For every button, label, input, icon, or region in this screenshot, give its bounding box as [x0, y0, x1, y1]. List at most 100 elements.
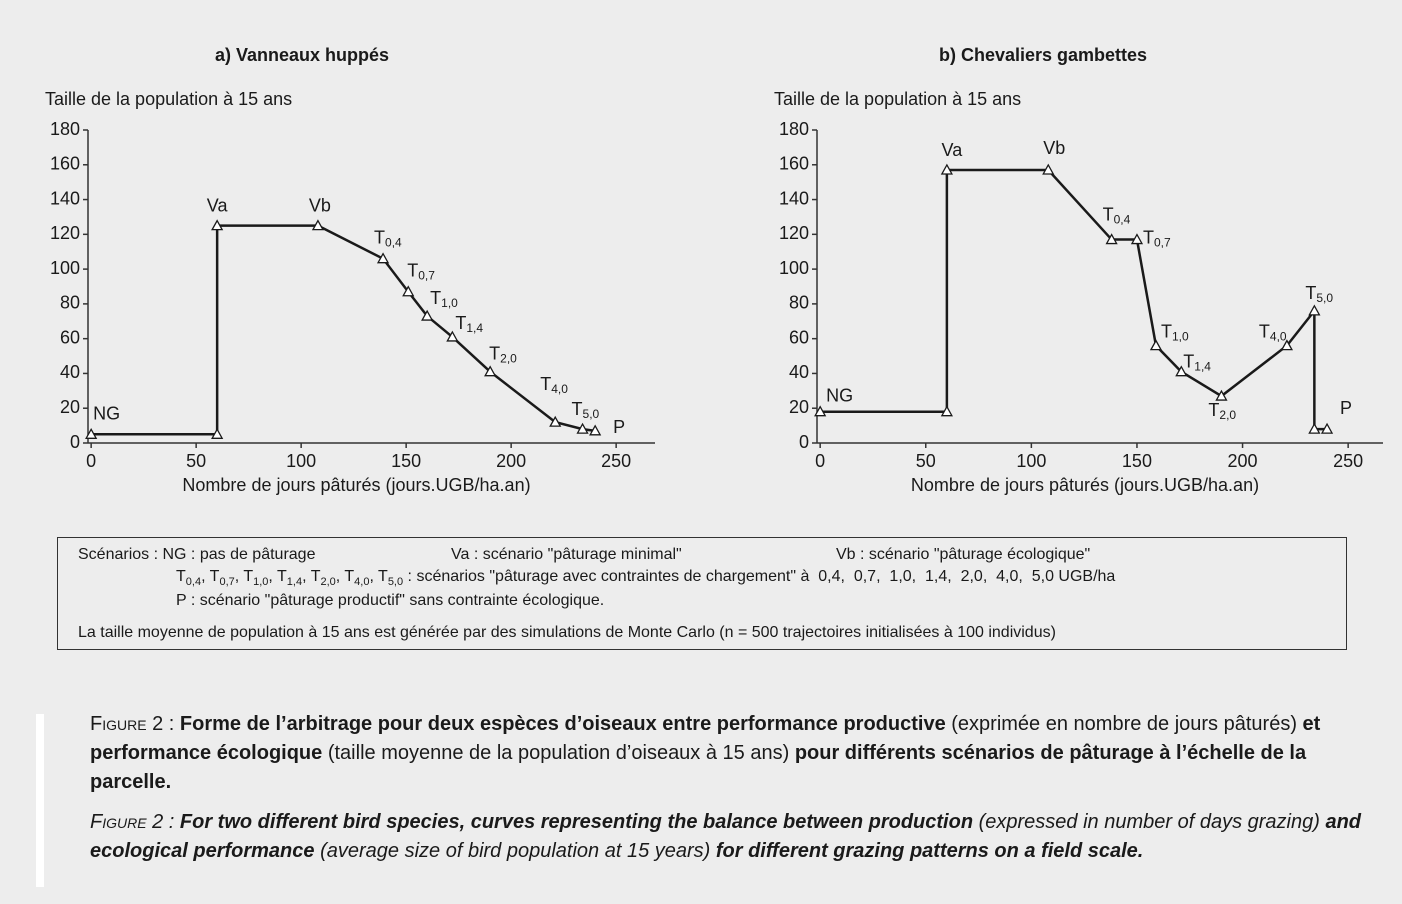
point-marker — [402, 285, 415, 297]
point-label-main: T — [374, 227, 385, 247]
x-axis-label: Nombre de jours pâturés (jours.UGB/ha.an… — [182, 475, 530, 495]
y-tick-label: 120 — [50, 223, 80, 243]
legend-run: , T — [369, 568, 388, 585]
caption-run: (taille moyenne de la population d’oisea… — [322, 742, 795, 764]
point-label-sub: 0,7 — [1154, 236, 1171, 250]
point-label: NG — [826, 385, 853, 405]
point-label-sub: 1,4 — [466, 321, 483, 335]
legend-sub: 1,4 — [286, 576, 303, 589]
point-marker — [940, 405, 953, 417]
y-tick-label: 20 — [60, 397, 80, 417]
caption-en: Figure 2 : For two different bird specie… — [90, 808, 1390, 866]
point-label: T4,0 — [1259, 321, 1287, 343]
point-marker — [1215, 389, 1228, 401]
caption-run: for different grazing patterns on a fiel… — [715, 840, 1144, 862]
point-marker — [376, 252, 390, 264]
legend-sub: 5,0 — [387, 576, 404, 589]
point-label-sub: 1,0 — [1172, 330, 1189, 344]
legend-run: , T — [268, 568, 287, 585]
caption-run: For two different bird species, curves r… — [179, 811, 974, 833]
y-tick-label: 100 — [50, 258, 80, 278]
point-marker — [211, 427, 224, 439]
x-tick-label: 150 — [391, 451, 421, 471]
point-label-sub: 5,0 — [583, 407, 600, 421]
y-tick-label: 20 — [789, 397, 809, 417]
point-label-main: T — [455, 313, 466, 333]
caption-run: Forme de l’arbitrage pour deux espèces d… — [179, 713, 946, 735]
point-label-sub: 0,4 — [1114, 213, 1131, 227]
point-label: T1,0 — [1161, 321, 1189, 343]
point-label-sub: 5,0 — [1316, 291, 1333, 305]
point-marker — [311, 219, 325, 231]
point-label-main: T — [1103, 204, 1114, 224]
point-label-main: T — [430, 288, 441, 308]
legend-text: Va : scénario "pâturage minimal" — [451, 546, 682, 563]
point-label-main: Va — [942, 140, 964, 160]
point-label-main: T — [1161, 321, 1172, 341]
y-tick-label: 140 — [779, 188, 809, 208]
y-tick-label: 120 — [779, 223, 809, 243]
point-label-main: T — [1259, 321, 1270, 341]
point-marker — [1280, 339, 1294, 351]
y-tick-label: 40 — [60, 362, 80, 382]
point-marker — [1320, 422, 1334, 434]
y-tick-label: 140 — [50, 188, 80, 208]
caption-run: et performance écologique — [90, 713, 1321, 764]
legend-run: , T — [335, 568, 355, 585]
point-label: P — [1340, 398, 1352, 418]
y-tick-label: 180 — [779, 119, 809, 139]
point-label: T2,0 — [489, 343, 517, 365]
x-axis-label: Nombre de jours pâturés (jours.UGB/ha.an… — [911, 475, 1259, 495]
point-label-sub: 4,0 — [1270, 330, 1287, 344]
legend-run: , T — [201, 568, 220, 585]
x-tick-label: 200 — [496, 451, 526, 471]
y-tick-label: 60 — [789, 327, 809, 347]
point-marker — [576, 422, 589, 434]
point-label-main: T — [1305, 283, 1316, 303]
x-tick-label: 250 — [601, 451, 631, 471]
point-label: T2,0 — [1208, 400, 1236, 422]
point-label-main: T — [572, 399, 583, 419]
legend-box: Scénarios : NG : pas de pâturage Va : sc… — [57, 537, 1347, 650]
point-marker — [211, 219, 224, 231]
point-label-sub: 1,0 — [441, 296, 458, 310]
point-marker — [484, 365, 497, 377]
point-label: T1,0 — [430, 288, 458, 310]
point-label: T0,7 — [1143, 227, 1171, 249]
point-label-sub: 2,0 — [500, 352, 517, 366]
point-label-main: P — [613, 417, 625, 437]
y-tick-label: 180 — [50, 119, 80, 139]
legend-run: T — [176, 568, 186, 585]
legend-text: Scénarios : NG : pas de pâturage — [78, 546, 316, 563]
caption-run: (average size of bird population at 15 y… — [314, 840, 716, 862]
point-label-main: Vb — [309, 195, 331, 215]
point-label-sub: 4,0 — [551, 382, 568, 396]
point-label: T0,4 — [1103, 204, 1131, 226]
legend-run: , T — [302, 568, 321, 585]
chart-title: b) Chevaliers gambettes — [939, 45, 1147, 65]
x-tick-label: 150 — [1122, 451, 1152, 471]
caption-bar — [36, 714, 44, 887]
legend-text: T0,4, T0,7, T1,0, T1,4, T2,0, T4,0, T5,0… — [176, 568, 1115, 588]
caption-run: pour différents scénarios de pâturage à … — [90, 742, 1307, 793]
point-label-main: P — [1340, 398, 1352, 418]
point-label: T0,4 — [374, 227, 402, 249]
legend-run: : scénarios "pâturage avec contraintes d… — [403, 568, 1116, 585]
chart-title: a) Vanneaux huppés — [215, 45, 389, 65]
x-tick-label: 0 — [815, 451, 825, 471]
point-label-sub: 2,0 — [1219, 408, 1236, 422]
y-axis-label: Taille de la population à 15 ans — [774, 89, 1021, 109]
x-tick-label: 100 — [1016, 451, 1046, 471]
point-label-main: T — [1208, 400, 1219, 420]
point-label-main: NG — [93, 403, 120, 423]
caption-run: (exprimée en nombre de jours pâturés) — [945, 713, 1303, 735]
point-label: Va — [942, 140, 964, 160]
point-label-main: T — [540, 374, 551, 394]
point-marker — [446, 330, 459, 342]
y-axis-label: Taille de la population à 15 ans — [45, 89, 292, 109]
point-label: Vb — [1043, 138, 1065, 158]
caption-run: (expressed in number of days grazing) — [973, 811, 1326, 833]
point-label-sub: 0,4 — [385, 236, 402, 250]
point-label-main: NG — [826, 385, 853, 405]
y-tick-label: 0 — [799, 432, 809, 452]
